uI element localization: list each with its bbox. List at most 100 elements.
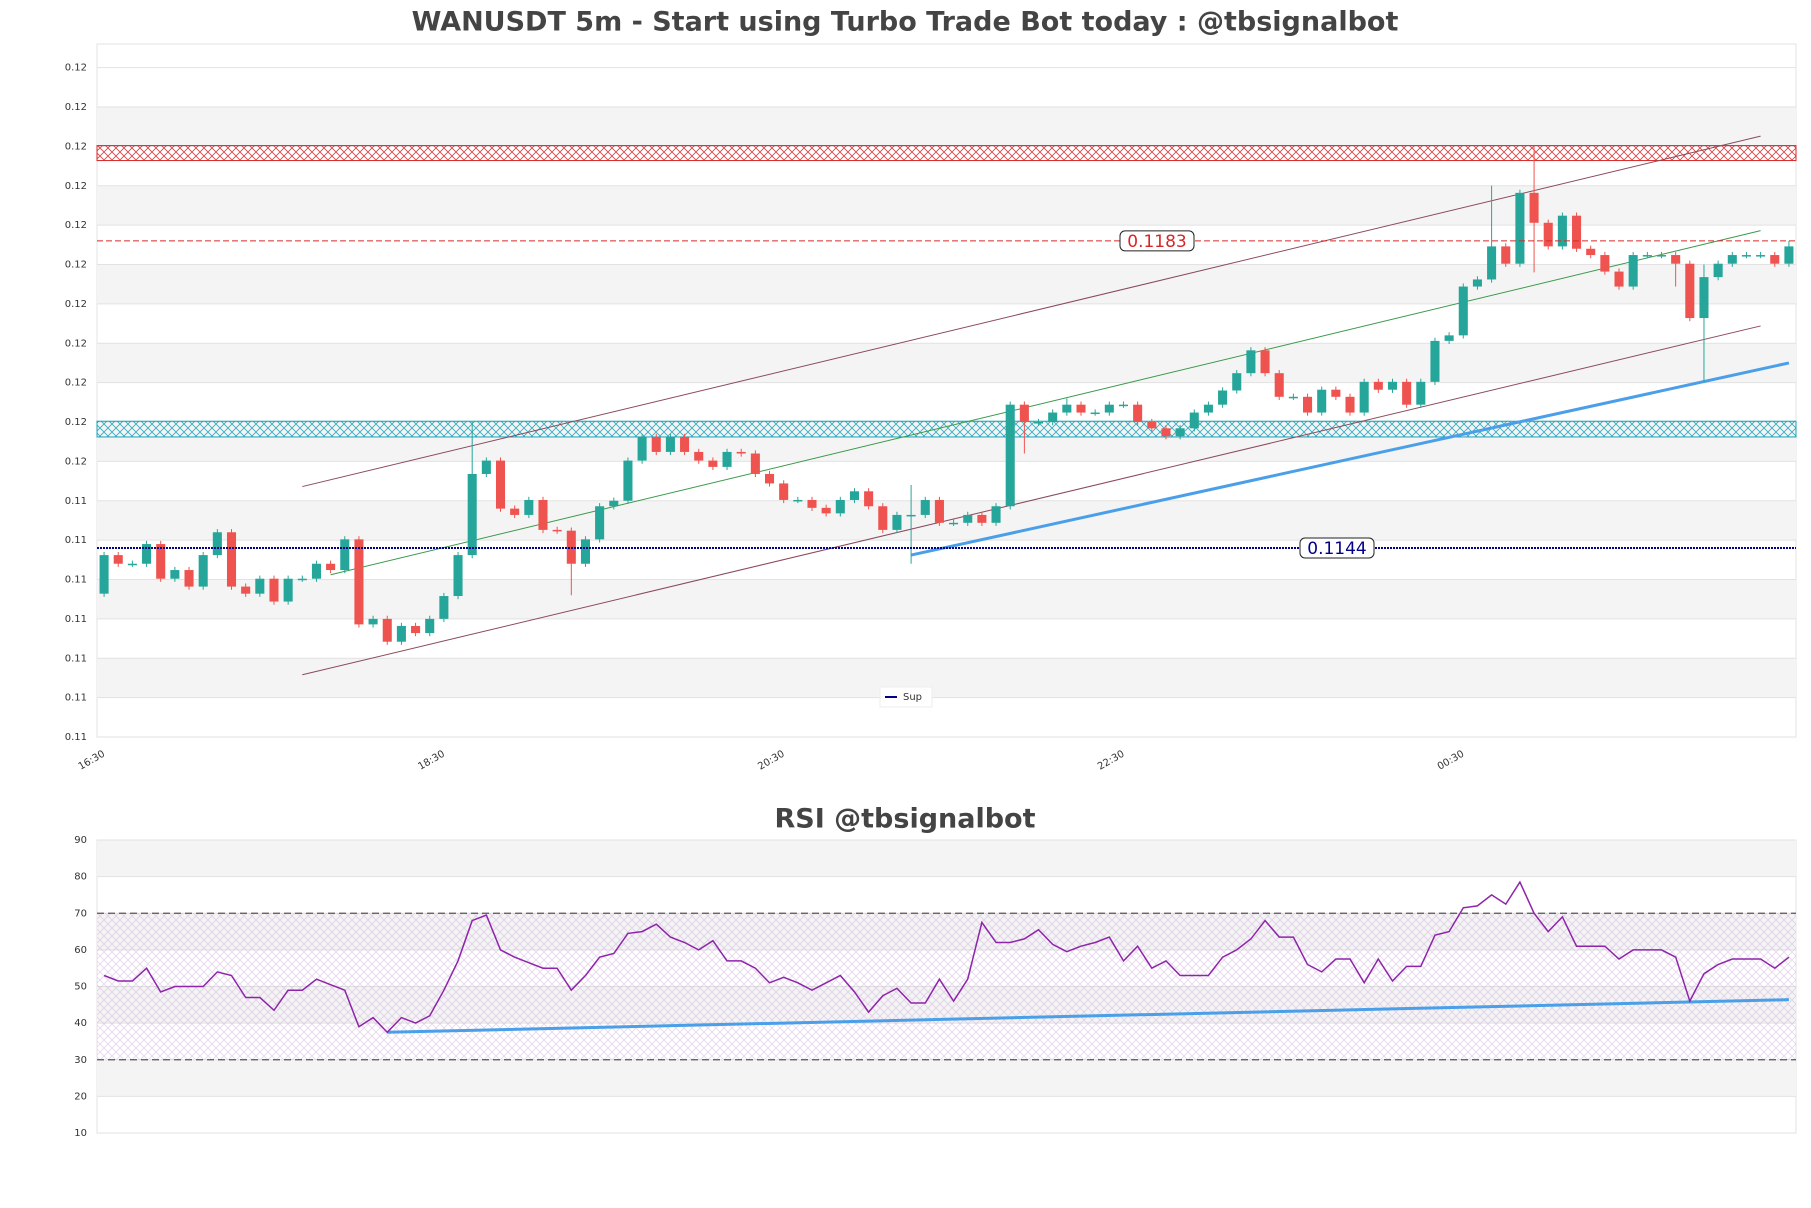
level-label-box <box>1299 537 1375 559</box>
y-tick-label: 0.12 <box>65 220 87 231</box>
candle-body <box>1572 215 1582 249</box>
candle-body <box>1642 255 1652 257</box>
y-tick-label: 0.12 <box>65 102 87 113</box>
candle-body <box>1133 404 1143 422</box>
candle-body <box>411 625 421 634</box>
legend-label: Sup <box>903 692 922 703</box>
y-tick-label: 0.12 <box>65 181 87 192</box>
candle-body <box>977 514 987 523</box>
candle-body <box>1770 255 1780 264</box>
candle-body <box>722 451 732 467</box>
trend-line <box>330 230 1761 576</box>
candle-body <box>1359 381 1369 413</box>
candle-body <box>1515 192 1525 264</box>
candle-body <box>283 578 293 602</box>
grid-band <box>97 579 1796 619</box>
candle-body <box>1402 381 1412 405</box>
candle-body <box>1147 422 1157 429</box>
candle-body <box>481 460 491 474</box>
x-tick-label: 18:30 <box>416 749 446 773</box>
candle-body <box>1784 246 1794 264</box>
candle-body <box>297 578 307 581</box>
candle-body <box>1118 404 1129 407</box>
grid-band <box>97 264 1796 304</box>
level-label: 0.1144 <box>1307 539 1366 559</box>
candle-body <box>1671 255 1681 264</box>
candle-body <box>637 436 647 461</box>
candle-body <box>934 499 944 523</box>
y-tick-label: 0.12 <box>65 260 87 271</box>
candle-body <box>1048 412 1058 422</box>
candle-body <box>949 522 959 525</box>
y-tick-label: 90 <box>74 835 87 846</box>
grid-band <box>97 343 1796 383</box>
x-tick-label: 16:30 <box>77 749 107 773</box>
candle-body <box>1189 412 1199 429</box>
candle-body <box>1685 263 1695 319</box>
candle-body <box>354 539 364 625</box>
candle-body <box>439 596 449 619</box>
candle-body <box>368 618 378 625</box>
candle-body <box>1090 412 1100 415</box>
x-tick-label: 22:30 <box>1096 749 1126 773</box>
candle-body <box>142 544 152 564</box>
grid-band <box>97 107 1796 147</box>
candle-body <box>1260 350 1270 374</box>
y-tick-label: 0.11 <box>65 614 87 625</box>
candle-body <box>920 499 930 515</box>
level-label: 0.1183 <box>1127 232 1186 252</box>
y-tick-label: 50 <box>74 982 87 993</box>
candle-body <box>524 499 534 515</box>
level-band <box>97 913 1796 1060</box>
candle-body <box>269 578 279 602</box>
candle-body <box>623 460 633 501</box>
trend-line <box>910 361 1790 557</box>
candle-body <box>396 625 406 642</box>
candle-body <box>807 499 817 508</box>
candle-body <box>1444 335 1454 341</box>
y-tick-label: 0.11 <box>65 575 87 586</box>
candle-body <box>1373 381 1383 390</box>
candle-body <box>1303 396 1313 413</box>
candle-body <box>1416 381 1426 405</box>
rsi-line <box>103 880 1790 1034</box>
candle-body <box>113 555 123 564</box>
y-tick-label: 0.12 <box>65 299 87 310</box>
candle-body <box>708 460 718 467</box>
rsi-title: RSI @tbsignalbot <box>774 804 1035 835</box>
y-tick-label: 10 <box>74 1128 87 1139</box>
candle-body <box>736 451 746 454</box>
candle-body <box>170 570 180 579</box>
candle-body <box>425 618 435 634</box>
candle-body <box>1699 277 1709 319</box>
y-tick-label: 60 <box>74 945 87 956</box>
grid-band <box>97 1059 1796 1097</box>
candle-body <box>467 473 477 556</box>
candle-body <box>1062 404 1072 413</box>
candle-body <box>878 506 888 530</box>
candle-body <box>99 555 109 594</box>
candle-body <box>750 453 760 474</box>
candle-body <box>1557 215 1567 247</box>
candle-body <box>1274 373 1284 397</box>
candle-body <box>538 499 548 530</box>
candle-body <box>1218 390 1228 405</box>
y-tick-label: 0.11 <box>65 653 87 664</box>
zone <box>96 420 1797 438</box>
grid-band <box>97 658 1796 698</box>
candle-body <box>1458 286 1468 336</box>
candle-body <box>212 532 222 556</box>
candle-body <box>1430 340 1440 382</box>
y-tick-label: 0.12 <box>65 141 87 152</box>
candle-body <box>1487 246 1497 280</box>
candle-body <box>835 499 845 514</box>
candle-body <box>580 539 590 564</box>
grid-band <box>97 840 1796 877</box>
x-tick-label: 20:30 <box>756 749 786 773</box>
candle-body <box>1232 373 1242 391</box>
candle-body <box>665 436 675 452</box>
candle-body <box>1600 255 1610 272</box>
candle-body <box>241 586 251 594</box>
candle-body <box>1501 246 1511 264</box>
